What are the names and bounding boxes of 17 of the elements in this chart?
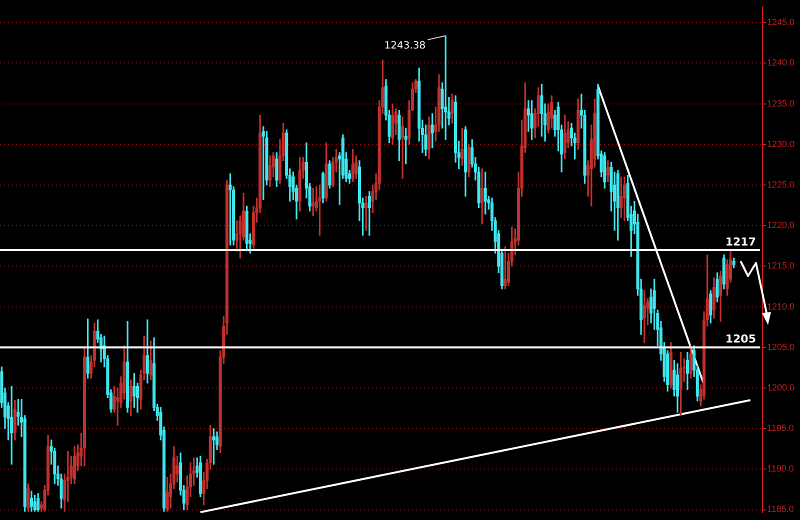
- y-tick-label: 1240.0: [767, 58, 795, 68]
- ref-line-label: 1205: [725, 332, 756, 346]
- y-tick-label: 1195.0: [767, 423, 794, 434]
- y-tick-label: 1230.0: [767, 138, 795, 149]
- y-tick-label: 1220.0: [767, 220, 795, 230]
- y-tick-label: 1215.0: [767, 260, 795, 271]
- y-tick-label: 1200.0: [767, 382, 795, 392]
- y-tick-label: 1235.0: [767, 98, 795, 108]
- y-tick-label: 1210.0: [767, 301, 795, 312]
- y-tick-label: 1245.0: [767, 17, 795, 28]
- y-tick-label: 1185.0: [767, 504, 794, 514]
- y-tick-label: 1225.0: [767, 179, 795, 190]
- y-tick-label: 1205.0: [767, 342, 795, 352]
- candlestick: [401, 116, 404, 179]
- y-tick-label: 1190.0: [767, 464, 794, 474]
- annotation: 1243.38: [384, 40, 426, 52]
- ref-line-label: 1217: [725, 235, 756, 248]
